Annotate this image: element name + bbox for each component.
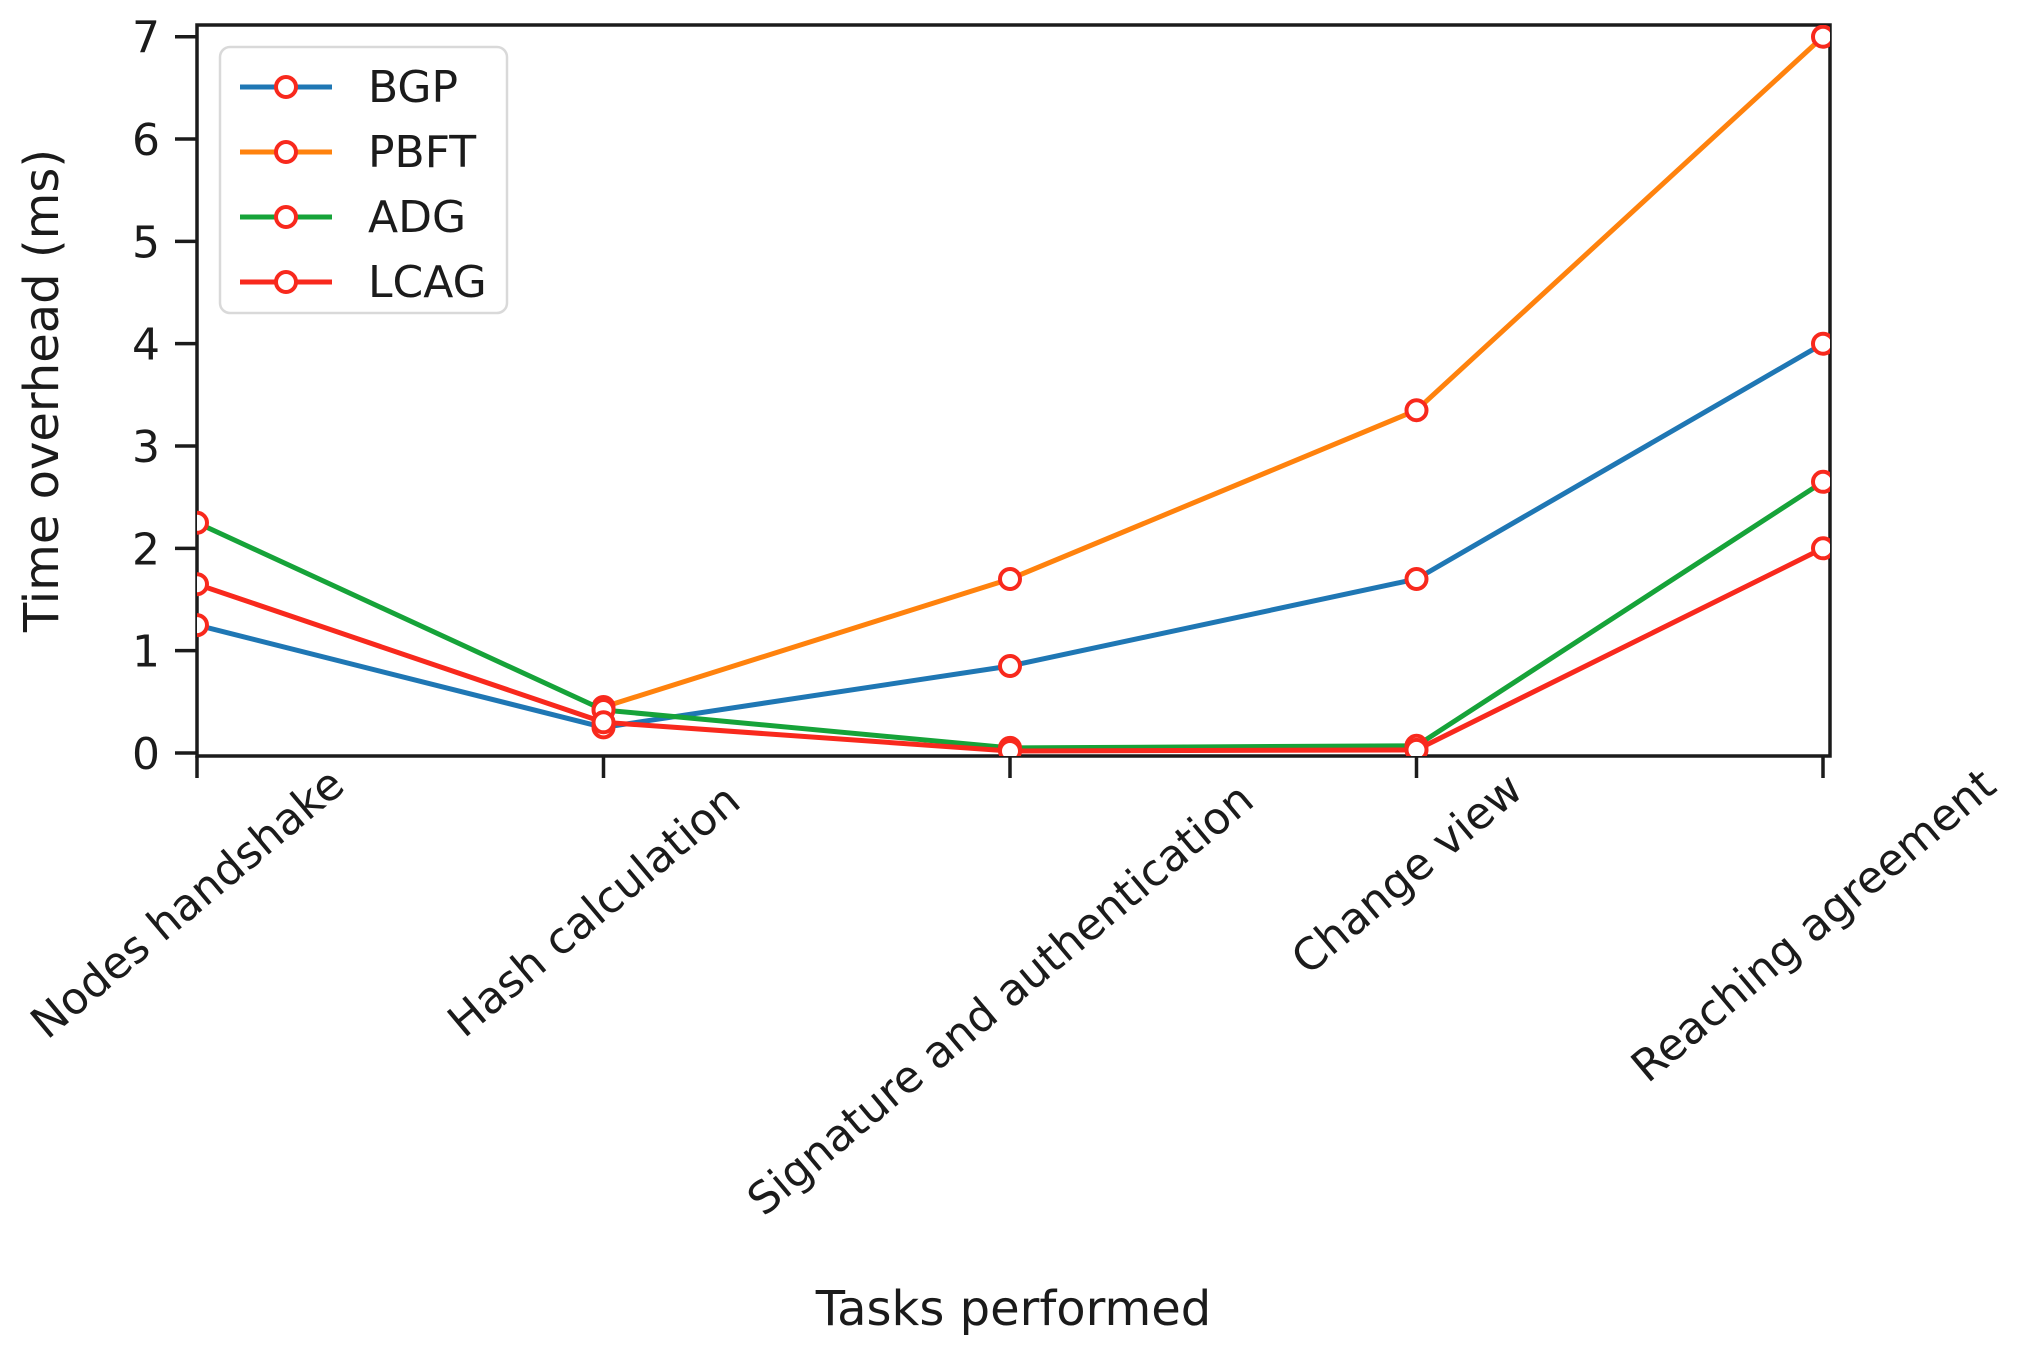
y-tick-label: 3 [132,422,160,473]
legend-item-pbft: PBFT [240,127,476,178]
data-point-marker-adg-4 [1811,469,1830,494]
legend-item-adg: ADG [240,192,466,243]
y-tick-label: 7 [132,13,160,64]
y-axis-title: Time overhead (ms) [14,149,70,633]
data-point-marker-lcag-1 [591,710,616,735]
x-tick-label: Change view [1282,763,1532,984]
x-tick-label: Signature and authentication [738,773,1263,1225]
legend-marker-sample [274,140,298,164]
data-point-marker-pbft-3 [1404,398,1429,423]
data-point-marker-lcag-4 [1811,536,1830,561]
series-line-adg [197,479,1826,751]
y-tick-label: 5 [132,217,160,268]
legend-item-bgp: BGP [240,62,458,113]
data-point-marker-bgp-0 [197,613,209,638]
legend-item-lcag: LCAG [240,257,487,308]
data-point-marker-lcag-2 [998,739,1022,756]
x-tick-label: Nodes handshake [21,758,353,1049]
data-point-marker-bgp-3 [1404,567,1429,591]
y-tick-label: 2 [132,524,160,575]
y-tick-label: 4 [132,320,160,371]
x-axis-title: Tasks performed [815,1281,1212,1337]
legend-box [218,45,509,315]
legend-marker-sample [274,75,298,99]
legend-marker-sample [274,270,298,294]
legend-label: LCAG [368,257,487,308]
legend: BGP PBFT ADG LCAG [218,45,509,315]
legend-label: ADG [368,192,466,243]
data-point-marker-lcag-0 [197,572,209,597]
legend-marker-sample [274,205,298,229]
data-point-marker-bgp-2 [998,654,1022,678]
series-group [197,25,1830,756]
y-tick-label: 1 [132,627,160,678]
legend-label: BGP [368,62,458,113]
data-point-marker-pbft-2 [998,567,1022,591]
data-point-marker-lcag-3 [1404,737,1429,756]
data-point-marker-adg-0 [197,510,209,535]
x-tick-label: Hash calculation [438,775,749,1048]
y-axis: 0 1 2 3 4 5 6 7 [132,13,197,780]
data-point-marker-bgp-4 [1811,331,1830,356]
x-axis: Nodes handshake Hash calculationSignature… [21,756,2005,1226]
y-tick-label: 0 [132,729,160,780]
legend-label: PBFT [368,127,476,178]
x-tick-label: Reaching agreement [1622,759,2006,1092]
y-tick-label: 6 [132,115,160,166]
series-line-pbft [601,34,1826,710]
data-point-marker-pbft-4 [1811,25,1830,49]
